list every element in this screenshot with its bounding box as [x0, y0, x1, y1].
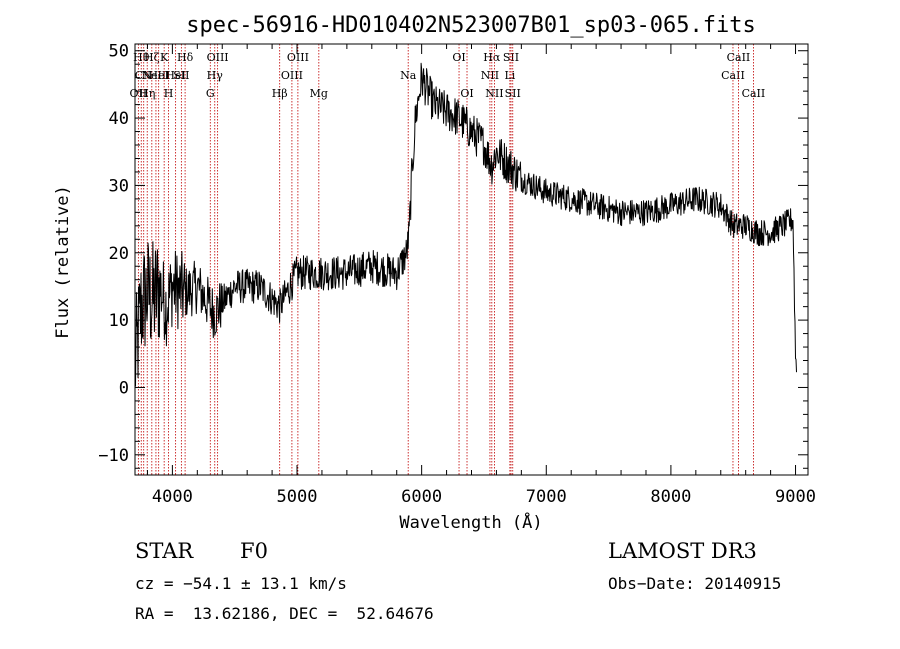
line-marker-label: CaII	[742, 87, 766, 100]
y-axis-label: Flux (relative)	[53, 185, 73, 339]
sky-coordinates: RA = 13.62186, DEC = 52.64676	[135, 604, 434, 623]
line-marker-label: OIII	[207, 51, 229, 64]
y-tick-label: 50	[109, 42, 129, 62]
line-marker-label: HeI	[165, 69, 185, 82]
line-marker-label: Hζ	[144, 51, 160, 64]
x-axis-label: Wavelength (Å)	[399, 511, 542, 533]
line-marker-label: CaII	[721, 69, 745, 82]
line-marker-label: OI	[460, 87, 473, 100]
line-marker-label: Li	[504, 69, 515, 82]
plot-area: OIIHθCNHηHζNeIIIHeIKHHeISIIHδGHγOIIIHβOI…	[98, 42, 816, 507]
x-tick-label: 8000	[650, 487, 691, 507]
y-tick-label: 40	[109, 109, 129, 129]
x-tick-label: 6000	[401, 487, 442, 507]
line-marker-label: NeIII	[141, 69, 170, 82]
plot-frame	[134, 43, 809, 476]
line-marker-label: SII	[503, 51, 519, 64]
line-marker-label: H	[164, 87, 174, 100]
line-marker-label: OI	[452, 51, 465, 64]
line-marker-label: Mg	[310, 87, 328, 100]
y-tick-label: 30	[109, 176, 129, 196]
line-marker-label: Hβ	[272, 87, 288, 100]
redshift-cz: cz = −54.1 ± 13.1 km/s	[135, 574, 347, 593]
line-marker-label: Hη	[139, 87, 155, 100]
y-tick-label: −10	[98, 446, 129, 466]
line-marker-label: NII	[485, 87, 503, 100]
line-marker-label: Hα	[483, 51, 501, 64]
line-marker-label: G	[206, 87, 215, 100]
x-tick-label: 9000	[775, 487, 816, 507]
chart-title: spec-56916-HD010402N523007B01_sp03-065.f…	[186, 13, 756, 38]
y-tick-label: 0	[119, 378, 129, 398]
line-marker-label: CN	[135, 69, 153, 82]
line-marker-label: CaII	[727, 51, 751, 64]
line-marker-label: Hδ	[177, 51, 194, 64]
object-subclass: F0	[240, 539, 268, 563]
line-marker-label: OIII	[281, 69, 303, 82]
line-marker-label: Hθ	[133, 51, 150, 64]
observation-date: Obs−Date: 20140915	[608, 574, 782, 593]
x-tick-label: 5000	[277, 487, 318, 507]
line-marker-label: Hγ	[207, 69, 224, 82]
line-marker-label: NII	[481, 69, 499, 82]
x-tick-label: 4000	[152, 487, 193, 507]
y-tick-label: 10	[109, 311, 129, 331]
survey-name: LAMOST DR3	[608, 539, 757, 563]
object-class: STAR	[135, 539, 194, 563]
line-marker-label: K	[160, 51, 169, 64]
x-tick-label: 7000	[526, 487, 567, 507]
line-marker-label: SII	[505, 87, 521, 100]
y-tick-label: 20	[109, 244, 129, 264]
line-marker-label: OIII	[287, 51, 309, 64]
line-marker-label: OII	[130, 87, 148, 100]
line-marker-label: Na	[400, 69, 417, 82]
spectrum-line	[134, 62, 797, 387]
line-marker-label: SII	[173, 69, 189, 82]
